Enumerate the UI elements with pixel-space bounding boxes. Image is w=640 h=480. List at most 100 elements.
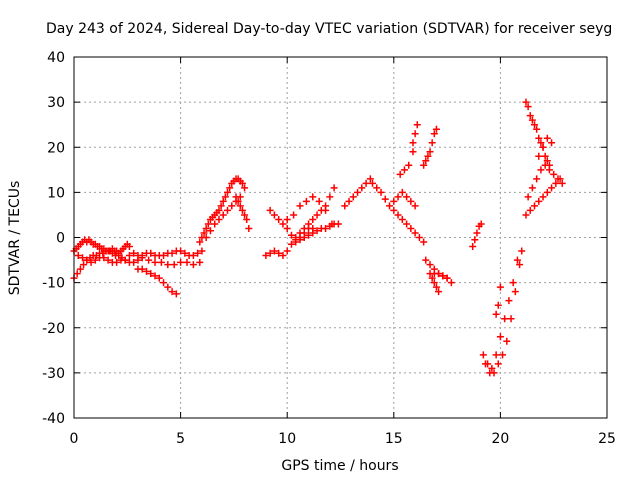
data-point xyxy=(426,148,434,156)
series-sat-r xyxy=(409,121,421,147)
y-tick-label: -20 xyxy=(42,321,65,337)
series-sat-y xyxy=(479,256,521,372)
data-point xyxy=(211,220,219,228)
series-sat-w xyxy=(469,220,485,251)
x-axis-label: GPS time / hours xyxy=(281,458,398,474)
data-point xyxy=(354,188,362,196)
data-point xyxy=(541,161,549,169)
data-point xyxy=(413,121,421,129)
x-tick-label: 5 xyxy=(176,431,185,447)
data-point xyxy=(492,351,500,359)
data-point xyxy=(160,279,168,287)
data-point xyxy=(172,290,180,298)
data-point xyxy=(524,193,532,201)
data-point xyxy=(76,265,84,273)
data-point xyxy=(471,236,479,244)
data-point xyxy=(394,193,402,201)
data-point xyxy=(243,215,251,223)
data-point xyxy=(537,166,545,174)
data-point xyxy=(155,274,163,282)
data-point xyxy=(200,229,208,237)
data-point xyxy=(501,315,509,323)
x-tick-label: 0 xyxy=(70,431,79,447)
data-point xyxy=(362,179,370,187)
data-point xyxy=(232,193,240,201)
data-point xyxy=(368,179,376,187)
data-point xyxy=(488,364,496,372)
data-point xyxy=(224,206,232,214)
data-point xyxy=(477,220,485,228)
data-point xyxy=(266,249,274,257)
data-point xyxy=(300,234,308,241)
data-point xyxy=(430,279,438,287)
data-point xyxy=(499,351,507,359)
data-point xyxy=(189,252,197,260)
data-point xyxy=(358,184,366,192)
data-point xyxy=(215,206,223,214)
data-point xyxy=(420,161,428,169)
data-point xyxy=(407,224,415,232)
series-sat-d xyxy=(125,247,206,260)
data-point xyxy=(390,206,398,214)
data-point xyxy=(507,315,515,323)
data-point xyxy=(290,211,298,219)
data-point xyxy=(403,193,411,201)
data-point xyxy=(396,170,404,178)
data-point xyxy=(330,184,338,192)
data-point xyxy=(87,258,95,266)
data-point xyxy=(151,272,159,280)
data-point xyxy=(147,270,155,278)
y-tick-label: -30 xyxy=(42,366,65,382)
data-point xyxy=(125,243,133,251)
data-point xyxy=(198,247,206,255)
y-tick-label: 10 xyxy=(47,185,65,201)
data-point xyxy=(315,197,323,205)
series-sat-e xyxy=(134,265,180,298)
data-point xyxy=(505,297,513,305)
data-point xyxy=(309,193,317,201)
data-point xyxy=(398,188,406,196)
series-sat-p xyxy=(390,206,428,246)
data-point xyxy=(189,261,197,269)
data-point xyxy=(535,197,543,205)
data-point xyxy=(430,130,438,138)
data-point xyxy=(543,157,551,165)
data-point xyxy=(279,220,287,228)
data-point xyxy=(479,351,487,359)
data-point xyxy=(428,139,436,147)
data-point xyxy=(537,139,545,147)
data-point xyxy=(435,288,443,296)
x-tick-label: 10 xyxy=(278,431,296,447)
data-point xyxy=(138,265,146,273)
data-point xyxy=(287,240,295,248)
data-point xyxy=(196,258,204,266)
data-point xyxy=(145,256,153,264)
data-point xyxy=(234,197,242,205)
data-point xyxy=(543,188,551,196)
data-point xyxy=(221,193,229,201)
data-point xyxy=(194,249,202,257)
data-point xyxy=(73,270,81,278)
data-point xyxy=(424,152,432,160)
data-point xyxy=(238,206,246,214)
data-point xyxy=(377,188,385,196)
series-sat-k xyxy=(266,206,317,244)
data-point xyxy=(405,161,413,169)
data-point xyxy=(262,252,270,260)
data-point xyxy=(170,261,178,269)
data-point xyxy=(181,249,189,257)
data-point xyxy=(518,247,526,255)
data-point xyxy=(283,224,291,232)
y-tick-label: 20 xyxy=(47,140,65,156)
data-point xyxy=(528,116,536,124)
data-point xyxy=(138,252,146,260)
data-point xyxy=(409,148,417,156)
data-point xyxy=(202,224,210,232)
data-point xyxy=(411,229,419,237)
data-point xyxy=(494,360,502,368)
y-tick-label: 0 xyxy=(56,231,65,247)
data-point xyxy=(283,215,291,223)
data-point xyxy=(349,193,357,201)
data-point xyxy=(183,258,191,266)
